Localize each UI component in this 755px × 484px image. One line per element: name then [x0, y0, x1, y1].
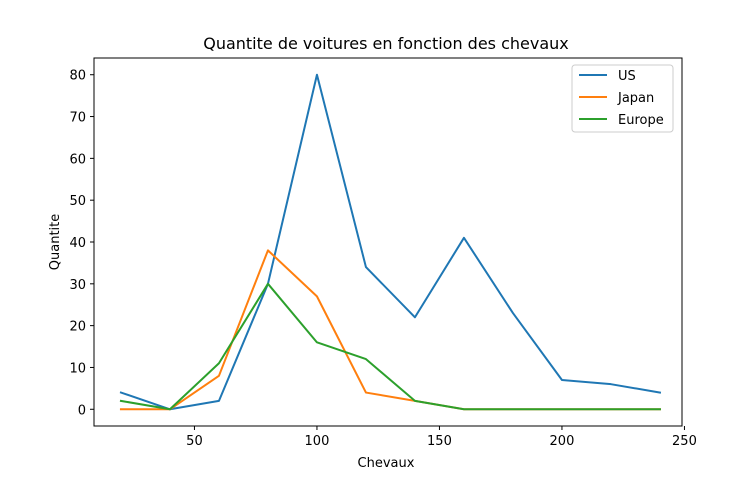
y-tick-label: 10	[69, 361, 86, 376]
legend-label-us: US	[618, 69, 636, 84]
y-axis-label: Quantite	[48, 214, 63, 270]
y-tick-label: 60	[69, 152, 86, 167]
legend-label-europe: Europe	[618, 113, 664, 128]
y-axis: 0 10 20 30 40 50 60 70 80	[69, 69, 94, 418]
x-axis: 50 100 150 200 250	[186, 426, 697, 449]
x-tick-label: 100	[305, 434, 330, 449]
legend-label-japan: Japan	[617, 91, 654, 106]
series-line-europe	[119, 282, 661, 411]
y-tick-label: 80	[69, 69, 86, 84]
chart-title: Quantite de voitures en fonction des che…	[203, 34, 569, 53]
x-tick-label: 200	[550, 434, 575, 449]
y-tick-label: 30	[69, 278, 86, 293]
series-line-us	[119, 73, 662, 411]
x-tick-label: 250	[672, 434, 697, 449]
y-tick-label: 40	[69, 236, 86, 251]
y-tick-label: 70	[69, 111, 86, 126]
legend: US Japan Europe	[571, 64, 674, 133]
y-tick-label: 0	[78, 403, 86, 418]
x-tick-label: 150	[427, 434, 452, 449]
y-tick-label: 50	[69, 194, 86, 209]
x-axis-label: Chevaux	[358, 456, 415, 471]
x-tick-label: 50	[186, 434, 203, 449]
legend-box	[571, 64, 674, 133]
y-tick-label: 20	[69, 320, 86, 335]
series-layer	[119, 73, 662, 411]
